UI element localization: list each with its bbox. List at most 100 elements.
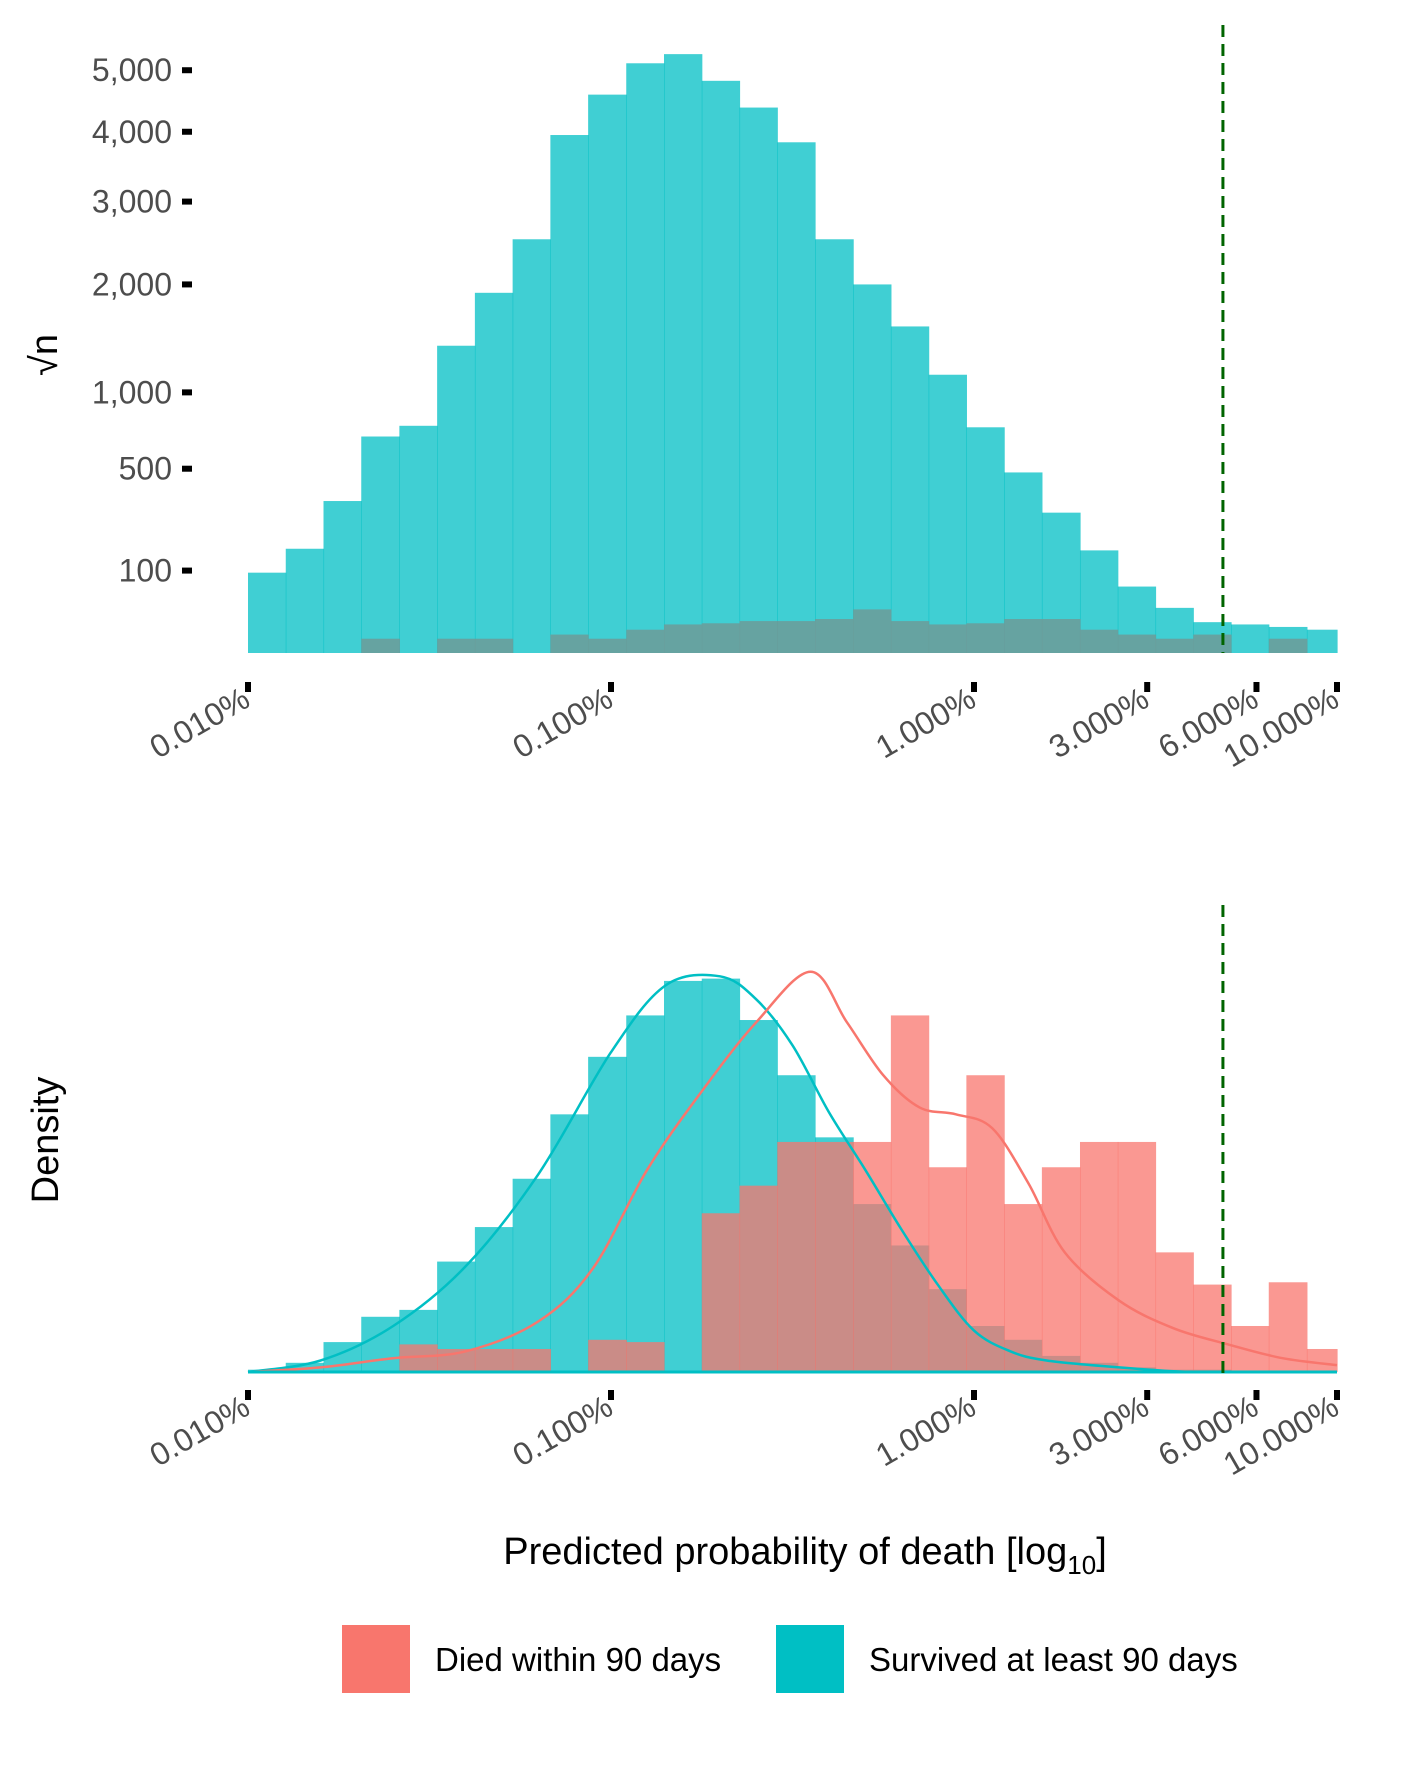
bar-survived-at-least-90-days-13: [739, 107, 778, 654]
density-bar-survived-at-least-90-days-8: [550, 1114, 589, 1372]
bar-survived-at-least-90-days-15: [815, 239, 854, 654]
density-bar-died-within-90-days-28: [1306, 1348, 1338, 1372]
top-histogram-panel: 100 500 1,000 2,000 3,000 4,000 5,000 0.010% 0.…: [24, 25, 1345, 774]
top-x-tick-label-3: 3.000%: [1043, 680, 1155, 765]
bar-died-within-90-days-14: [777, 621, 816, 653]
density-bar-survived-at-least-90-days-7: [512, 1178, 551, 1372]
density-bar-survived-at-least-90-days-9: [588, 1056, 627, 1372]
bar-survived-at-least-90-days-17: [890, 326, 930, 653]
bar-died-within-90-days-23: [1117, 634, 1157, 653]
top-x-tick-mark-5: [1334, 682, 1340, 692]
bar-survived-at-least-90-days-10: [626, 63, 665, 654]
top-x-tick-label-2: 1.000%: [870, 680, 982, 765]
top-x-tick-mark-3: [1144, 682, 1151, 692]
bar-survived-at-least-90-days-2: [323, 501, 362, 653]
bar-died-within-90-days-10: [626, 629, 665, 653]
bottom-x-tick-label-2: 1.000%: [870, 1388, 982, 1473]
density-bar-died-within-90-days-22: [1079, 1141, 1119, 1372]
bar-survived-at-least-90-days-7: [512, 239, 551, 654]
bar-died-within-90-days-25: [1193, 634, 1232, 653]
top-y-tick-label-0: 100: [119, 553, 172, 589]
top-y-axis-title: √n: [24, 334, 66, 376]
top-y-tick-mark-3: [182, 281, 192, 288]
top-y-tick-label-2: 1,000: [92, 374, 172, 410]
bar-died-within-90-days-16: [853, 609, 892, 653]
top-y-tick-label-6: 5,000: [92, 52, 172, 88]
bar-survived-at-least-90-days-6: [474, 292, 514, 653]
bottom-x-tick-label-3: 3.000%: [1043, 1388, 1155, 1473]
density-bar-died-within-90-days-15: [815, 1141, 854, 1372]
bottom-y-axis-title: Density: [25, 1077, 67, 1204]
bottom-x-tick-label-1: 0.100%: [507, 1388, 619, 1473]
top-x-tick-label-1: 0.100%: [507, 680, 619, 765]
bar-survived-at-least-90-days-8: [550, 135, 589, 653]
top-histogram-bars: [248, 54, 1338, 654]
bottom-x-tick-mark-1: [608, 1390, 614, 1400]
bar-survived-at-least-90-days-11: [663, 54, 703, 654]
bar-survived-at-least-90-days-1: [285, 548, 325, 653]
density-bar-died-within-90-days-13: [739, 1185, 778, 1372]
bottom-x-tick-mark-0: [245, 1390, 251, 1400]
bar-died-within-90-days-18: [928, 624, 967, 653]
density-bar-died-within-90-days-17: [890, 1015, 930, 1372]
top-x-tick-mark-4: [1253, 682, 1260, 692]
top-y-tick-label-5: 4,000: [92, 114, 172, 150]
bar-died-within-90-days-20: [1004, 619, 1043, 653]
density-curve-survived-at-least-90-days: [247, 973, 1337, 1374]
top-y-tick-mark-1: [182, 465, 192, 472]
top-y-tick-mark-4: [182, 198, 192, 205]
bar-died-within-90-days-24: [1155, 638, 1194, 653]
x-axis-title: Predicted probability of death [log10]: [503, 1531, 1107, 1580]
bottom-x-axis-ticks: 0.010% 0.100% 1.000% 3.000%6.000%10.000%: [144, 1388, 1345, 1482]
bar-died-within-90-days-3: [361, 638, 400, 653]
density-bar-died-within-90-days-12: [701, 1213, 741, 1372]
bar-survived-at-least-90-days-9: [588, 94, 627, 653]
bottom-x-tick-mark-3: [1144, 1390, 1151, 1400]
top-y-tick-mark-2: [182, 389, 192, 396]
bar-died-within-90-days-5: [437, 638, 476, 653]
x-axis-title-subscript: 10: [1067, 1550, 1096, 1580]
top-x-tick-mark-0: [245, 682, 251, 692]
bar-died-within-90-days-12: [701, 623, 741, 653]
top-y-tick-mark-0: [182, 567, 192, 574]
density-bar-died-within-90-days-10: [626, 1342, 665, 1372]
bottom-x-tick-mark-5: [1334, 1390, 1340, 1400]
bar-survived-at-least-90-days-26: [1231, 624, 1270, 653]
density-bar-died-within-90-days-6: [474, 1348, 514, 1372]
top-y-tick-mark-6: [182, 67, 192, 74]
density-curve-died-within-90-days: [247, 970, 1338, 1374]
density-bar-died-within-90-days-20: [1004, 1204, 1043, 1372]
density-bar-died-within-90-days-18: [928, 1167, 967, 1372]
bottom-density-panel: 0.010% 0.100% 1.000% 3.000%6.000%10.000% De…: [25, 905, 1345, 1580]
bar-survived-at-least-90-days-12: [701, 80, 741, 653]
bar-died-within-90-days-9: [588, 638, 627, 653]
bar-died-within-90-days-15: [815, 619, 854, 653]
bar-died-within-90-days-27: [1268, 638, 1308, 653]
bar-survived-at-least-90-days-19: [966, 427, 1005, 653]
x-axis-title-end: ]: [1096, 1531, 1107, 1573]
bar-died-within-90-days-19: [966, 623, 1005, 653]
bottom-x-tick-label-0: 0.010%: [144, 1388, 256, 1473]
bar-died-within-90-days-8: [550, 634, 589, 653]
bar-survived-at-least-90-days-16: [853, 284, 892, 653]
bar-survived-at-least-90-days-4: [399, 425, 438, 653]
bar-survived-at-least-90-days-5: [437, 345, 476, 653]
top-y-axis-ticks: 100 500 1,000 2,000 3,000 4,000 5,000: [92, 52, 192, 589]
density-bar-died-within-90-days-14: [777, 1141, 816, 1372]
density-bar-survived-at-least-90-days-1: [285, 1362, 325, 1372]
density-bar-died-within-90-days-23: [1117, 1141, 1157, 1372]
top-y-tick-mark-5: [182, 128, 192, 135]
density-bar-died-within-90-days-26: [1231, 1325, 1270, 1372]
bottom-x-tick-mark-2: [971, 1390, 977, 1400]
x-axis-title-main: Predicted probability of death [log: [503, 1531, 1067, 1573]
legend: Died within 90 days Survived at least 90…: [342, 1625, 1238, 1693]
density-bar-survived-at-least-90-days-10: [626, 1015, 665, 1372]
top-x-tick-mark-1: [608, 682, 614, 692]
density-bar-died-within-90-days-7: [512, 1348, 551, 1372]
top-x-tick-label-0: 0.010%: [144, 680, 256, 765]
legend-label-died: Died within 90 days: [435, 1641, 721, 1678]
bottom-x-tick-mark-4: [1253, 1390, 1260, 1400]
density-bar-died-within-90-days-19: [966, 1075, 1005, 1372]
bar-died-within-90-days-22: [1079, 629, 1119, 653]
